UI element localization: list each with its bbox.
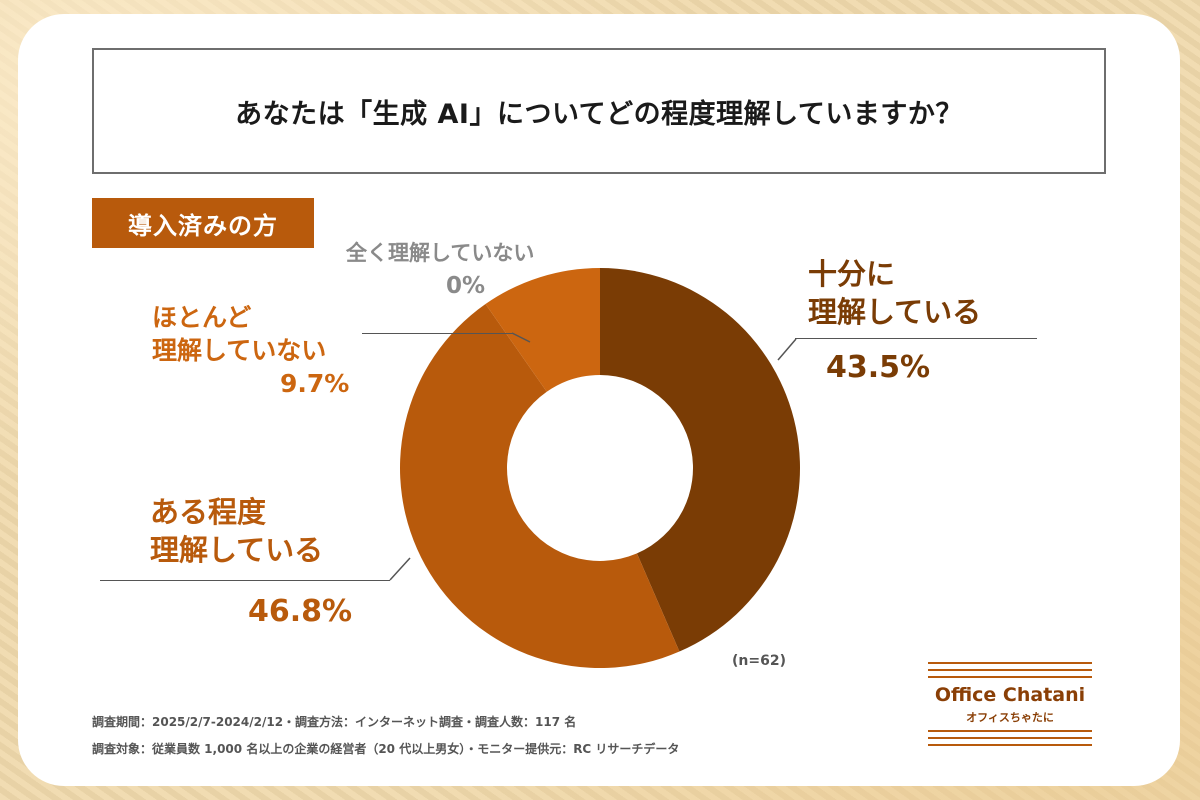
survey-note-line2: 調査対象：従業員数 1,000 名以上の企業の経営者（20 代以上男女）・モニタ… [92, 742, 680, 756]
pct-not-understand: 0% [446, 273, 486, 299]
pct-hardly-understand: 9.7% [280, 369, 350, 398]
logo-kana: オフィスちゃたに [966, 711, 1054, 724]
leader-diagonal-fully [777, 338, 797, 361]
label-somewhat-line1: ある程度 [150, 495, 267, 529]
label-somewhat-understand: ある程度 理解している [150, 494, 323, 569]
logo-rule [928, 744, 1092, 746]
pct-somewhat-understand: 46.8% [248, 594, 353, 629]
label-fully-line2: 理解している [808, 294, 982, 329]
label-hardly-line1: ほとんど [152, 303, 252, 332]
slice-fully-understand [600, 268, 800, 652]
logo-rule [928, 676, 1092, 678]
leader-line-somewhat [100, 580, 390, 581]
logo-rule [928, 669, 1092, 671]
label-somewhat-line2: 理解している [150, 532, 324, 567]
leader-diagonal-somewhat [389, 557, 411, 581]
logo-rule [928, 737, 1092, 739]
label-hardly-understand: ほとんど 理解していない [152, 302, 326, 367]
leader-line-fully [795, 338, 1037, 339]
logo-name: Office Chatani [934, 684, 1086, 706]
label-fully-line1: 十分に [808, 257, 896, 291]
segment-tag: 導入済みの方 [92, 198, 314, 248]
leader-line-hardly [362, 333, 512, 334]
slice-somewhat-understand [400, 304, 680, 668]
question-title: あなたは「生成 AI」についてどの程度理解していますか？ [92, 48, 1106, 174]
pct-fully-understand: 43.5% [826, 350, 931, 385]
label-hardly-line2: 理解していない [152, 335, 327, 365]
brand-logo: Office Chatani オフィスちゃたに [928, 660, 1092, 746]
label-fully-understand: 十分に 理解している [808, 256, 981, 331]
label-not-understand: 全く理解していない [346, 241, 535, 265]
slice-hardly-understand [485, 268, 600, 392]
survey-note-line1: 調査期間：2025/2/7-2024/2/12・調査方法：インターネット調査・調… [92, 715, 577, 729]
leader-into-hardly-slice [511, 332, 531, 343]
logo-rule [928, 662, 1092, 664]
logo-rule [928, 730, 1092, 732]
sample-size: (n=62) [732, 653, 786, 669]
